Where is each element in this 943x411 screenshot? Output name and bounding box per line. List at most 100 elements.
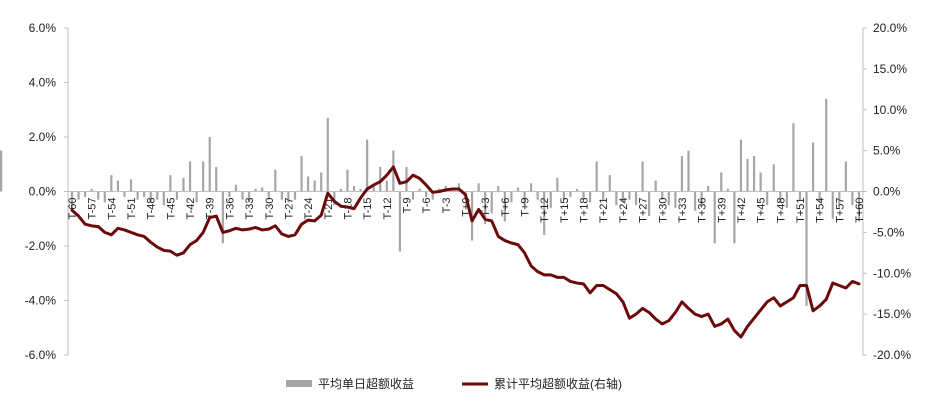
x-tick-label: T+45: [756, 198, 768, 223]
bar: [405, 166, 408, 192]
x-tick-label: T+6: [500, 198, 512, 217]
bar: [123, 191, 126, 197]
left-tick-label: -2.0%: [25, 239, 57, 253]
bar: [175, 191, 179, 200]
legend-label-line: 累计平均超额收益(右轴): [494, 376, 622, 391]
right-tick-label: 20.0%: [873, 21, 907, 35]
left-tick-label: 0.0%: [29, 185, 57, 199]
bar: [156, 191, 159, 200]
legend: 平均单日超额收益 累计平均超额收益(右轴): [286, 376, 622, 391]
bar: [621, 191, 624, 203]
x-tick-label: T-54: [106, 198, 118, 220]
bar: [589, 191, 592, 203]
bar: [359, 188, 362, 192]
x-tick-label: T-57: [87, 198, 99, 220]
left-tick-label: 6.0%: [29, 21, 57, 35]
x-tick-label: T+51: [795, 198, 807, 223]
left-tick-label: -6.0%: [25, 348, 57, 362]
bar: [746, 158, 749, 192]
x-tick-label: T-36: [224, 198, 236, 220]
bar: [798, 191, 802, 200]
bar: [707, 186, 710, 192]
bar: [221, 191, 224, 244]
legend-label-bar: 平均单日超额收益: [318, 376, 414, 391]
x-tick-label: T-33: [244, 198, 256, 220]
bar: [333, 191, 336, 206]
bar: [280, 191, 283, 200]
bar: [418, 188, 421, 192]
bar: [680, 156, 684, 192]
x-tick-label: T+24: [618, 198, 630, 223]
bar: [411, 191, 415, 200]
x-tick-label: T+15: [559, 198, 571, 223]
right-tick-label: -20.0%: [873, 348, 911, 362]
bar: [385, 180, 388, 192]
bar: [70, 191, 74, 211]
x-tick-label: T-45: [165, 198, 177, 220]
bar: [805, 191, 808, 306]
bar: [779, 191, 782, 203]
bar: [844, 161, 847, 192]
x-tick-label: T+60: [854, 198, 866, 223]
bar: [425, 191, 428, 197]
bar: [339, 188, 342, 192]
bar: [366, 139, 369, 192]
bar: [431, 191, 434, 200]
bar: [582, 191, 585, 200]
bar: [84, 191, 87, 197]
bar: [733, 191, 736, 244]
x-tick-label: T+36: [697, 198, 709, 223]
bar: [313, 180, 316, 192]
bar: [287, 191, 290, 203]
bar: [215, 166, 218, 192]
bar: [110, 175, 113, 192]
x-tick-label: T-15: [362, 198, 374, 220]
x-tick-label: T-24: [303, 198, 315, 220]
bar: [162, 191, 165, 206]
bar: [549, 191, 552, 208]
bar: [372, 186, 375, 192]
bar: [149, 191, 152, 203]
x-tick-label: T-42: [185, 198, 197, 220]
bar: [720, 172, 723, 192]
bar: [772, 164, 775, 192]
x-tick-label: T+33: [677, 198, 689, 223]
bar: [752, 156, 756, 192]
left-axis-tick-labels: -6.0% -4.0% -2.0% 0.0% 2.0% 4.0% 6.0%: [25, 21, 68, 362]
bar: [615, 191, 618, 206]
bar: [300, 156, 303, 192]
bar: [687, 150, 690, 192]
right-tick-label: 0.0%: [873, 185, 901, 199]
bar: [811, 142, 815, 192]
x-tick-label: T-9: [401, 198, 413, 214]
bar: [543, 191, 546, 236]
bar: [195, 191, 198, 203]
bar: [838, 191, 841, 206]
bar: [90, 188, 93, 192]
bar: [136, 191, 139, 200]
right-tick-label: -10.0%: [873, 266, 911, 280]
bar: [641, 161, 644, 192]
x-tick-label: T-30: [264, 198, 276, 220]
bar: [477, 183, 480, 192]
bar: [628, 191, 631, 200]
bar: [326, 117, 329, 192]
bar: [241, 191, 244, 200]
bar: [169, 175, 172, 192]
bar: [654, 180, 657, 192]
bar: [228, 191, 231, 197]
bar: [759, 172, 762, 192]
right-tick-label: 5.0%: [873, 144, 901, 158]
bar: [700, 191, 703, 206]
x-tick-label: T-3: [441, 198, 453, 214]
x-tick-label: T+27: [638, 198, 650, 223]
bar: [0, 150, 3, 192]
bar: [529, 183, 533, 192]
x-tick-label: T+54: [815, 198, 827, 223]
x-tick-label: T-6: [421, 198, 433, 214]
bar: [188, 161, 192, 192]
bar: [497, 186, 500, 192]
bar: [857, 191, 861, 222]
bar: [346, 169, 349, 192]
bar: [77, 191, 80, 200]
